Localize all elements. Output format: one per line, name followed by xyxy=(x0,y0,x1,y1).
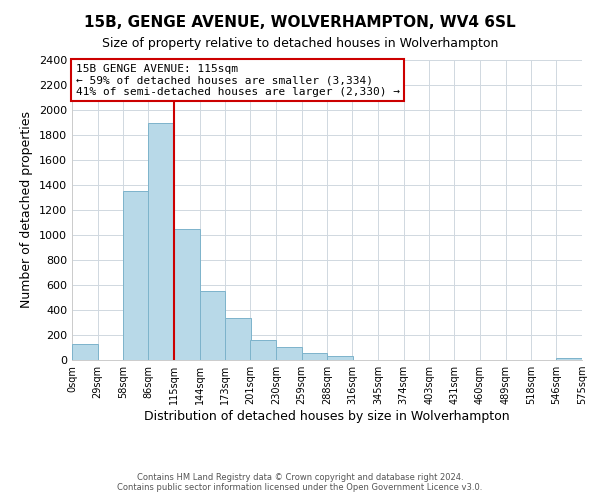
X-axis label: Distribution of detached houses by size in Wolverhampton: Distribution of detached houses by size … xyxy=(144,410,510,423)
Bar xyxy=(328,356,353,360)
Y-axis label: Number of detached properties: Number of detached properties xyxy=(20,112,34,308)
Bar xyxy=(124,191,149,360)
Bar xyxy=(276,347,302,360)
Bar xyxy=(250,340,276,360)
Text: 15B, GENGE AVENUE, WOLVERHAMPTON, WV4 6SL: 15B, GENGE AVENUE, WOLVERHAMPTON, WV4 6S… xyxy=(84,15,516,30)
Text: 15B GENGE AVENUE: 115sqm
← 59% of detached houses are smaller (3,334)
41% of sem: 15B GENGE AVENUE: 115sqm ← 59% of detach… xyxy=(76,64,400,97)
Text: Contains HM Land Registry data © Crown copyright and database right 2024.
Contai: Contains HM Land Registry data © Crown c… xyxy=(118,473,482,492)
Bar xyxy=(174,229,200,360)
Bar xyxy=(226,318,251,360)
Bar xyxy=(302,352,328,360)
Text: Size of property relative to detached houses in Wolverhampton: Size of property relative to detached ho… xyxy=(102,38,498,51)
Bar xyxy=(148,122,174,360)
Bar xyxy=(556,358,582,360)
Bar xyxy=(200,291,226,360)
Bar xyxy=(72,344,98,360)
